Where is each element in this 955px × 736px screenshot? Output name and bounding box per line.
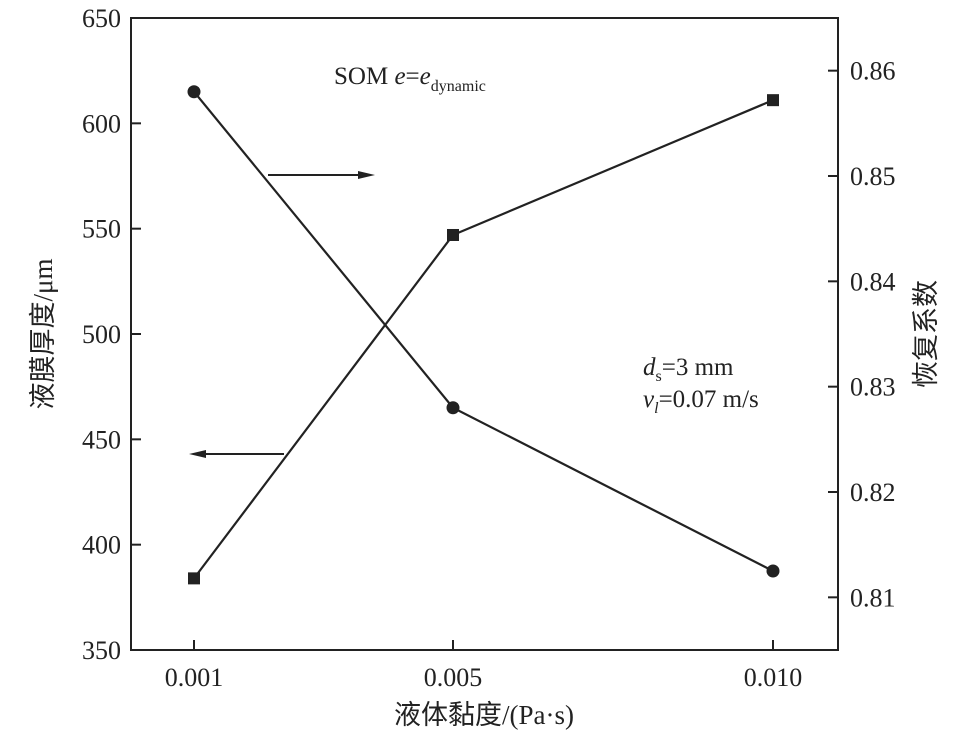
series-line [193,99,774,580]
left-tick-label: 450 [82,425,121,454]
model-e2: e [420,63,431,90]
vl-sub: l [654,400,659,417]
x-tick-label: 0.005 [424,663,483,692]
data-point-circle [766,564,780,578]
left-tick-label: 400 [82,531,121,560]
series-line [193,91,774,572]
ds-annotation: ds=3 mm [643,354,734,385]
data-point-square [447,228,459,241]
tick-labels: 350 400 450 500 550 600 650 0.81 0.82 0.83 0.84 0.8… [82,4,896,692]
right-tick-label: 0.81 [850,583,896,612]
data-point-circle [446,401,460,415]
arrow-left [189,450,284,458]
data-point-square [767,94,779,107]
right-tick-label: 0.84 [850,267,896,296]
model-prefix: SOM [334,63,394,90]
vl-value: =0.07 m/s [659,386,759,413]
plot-frame [130,17,839,651]
series-layer [187,85,780,585]
x-tick-label: 0.001 [165,663,224,692]
vl-v: v [643,386,655,413]
left-tick-label: 500 [82,320,121,349]
ds-d: d [643,354,656,381]
right-tick-label: 0.83 [850,373,896,402]
left-axis-title: 液膜厚度/μm [28,259,58,410]
vl-annotation: vl=0.07 m/s [643,386,759,417]
left-tick-label: 350 [82,636,121,665]
right-tick-label: 0.82 [850,478,896,507]
ds-sub: s [656,368,662,385]
model-annotation: SOM e=edynamic [334,63,486,95]
left-tick-label: 550 [82,215,121,244]
left-tick-label: 600 [82,109,121,138]
data-point-circle [187,85,201,99]
ticks [131,17,838,651]
right-tick-label: 0.86 [850,57,896,86]
right-tick-label: 0.85 [850,162,896,191]
model-e: e [394,63,405,90]
model-eq: = [406,63,420,90]
x-tick-label: 0.010 [744,663,803,692]
right-axis-title: 恢复系数 [911,280,941,388]
ds-value: =3 mm [662,354,734,381]
left-tick-label: 650 [82,4,121,33]
x-axis-title: 液体黏度/(Pa·s) [394,700,574,730]
model-sub: dynamic [431,78,486,95]
data-point-square [188,572,200,585]
arrow-right [268,171,375,179]
